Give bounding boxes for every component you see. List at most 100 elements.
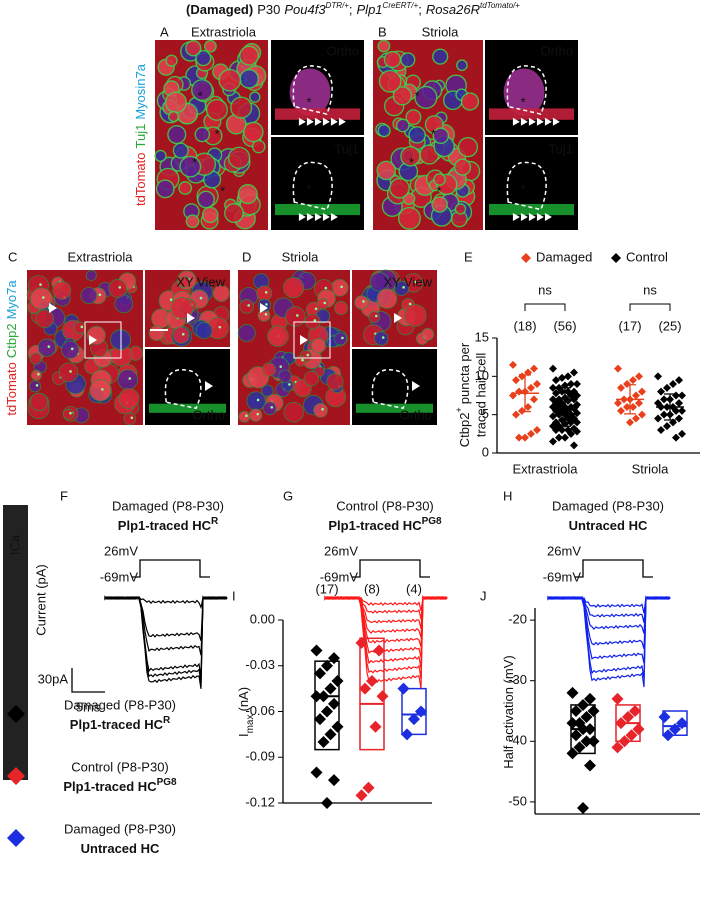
step-label: -69mV xyxy=(543,569,582,584)
panel-letter: A xyxy=(160,24,169,39)
asterisk: * xyxy=(520,94,525,109)
point xyxy=(660,395,668,404)
cell xyxy=(432,127,450,145)
cell xyxy=(377,39,391,53)
arrowhead xyxy=(528,212,536,221)
point xyxy=(310,766,323,779)
cell xyxy=(212,284,230,302)
cell xyxy=(389,177,410,199)
point xyxy=(521,433,529,442)
cell xyxy=(433,173,446,186)
text-part: P30 xyxy=(257,2,280,17)
panel-subtitle: Plp1-traced HCPG8 xyxy=(328,516,442,534)
arrowhead xyxy=(412,381,420,391)
inset-label: Ortho xyxy=(399,407,432,422)
point xyxy=(587,735,600,748)
outline xyxy=(292,65,333,115)
count-label: (8) xyxy=(364,581,380,596)
puncta xyxy=(296,314,299,317)
point xyxy=(566,747,579,760)
puncta xyxy=(313,319,317,322)
current-trace xyxy=(547,595,671,649)
text-part: PG8 xyxy=(422,516,442,527)
point xyxy=(567,418,575,427)
cell xyxy=(317,298,329,310)
arrowhead xyxy=(298,212,306,221)
point xyxy=(675,414,683,423)
point xyxy=(660,410,668,419)
voltage-step xyxy=(132,559,210,578)
cell xyxy=(167,110,180,123)
point xyxy=(521,253,531,263)
arrowhead xyxy=(512,117,520,126)
point xyxy=(366,675,378,687)
point xyxy=(552,376,560,385)
arrowhead xyxy=(330,212,338,221)
cell xyxy=(172,142,189,159)
cell-body xyxy=(503,68,545,116)
puncta xyxy=(321,408,324,411)
cell xyxy=(249,408,263,422)
step-label: 26mV xyxy=(324,543,358,558)
text-part: (Damaged) xyxy=(186,2,253,17)
cell xyxy=(313,402,328,418)
cell xyxy=(239,68,260,89)
current-trace xyxy=(324,595,448,620)
text-part: tdTomato xyxy=(133,152,148,205)
text-part: Untraced HC xyxy=(81,841,160,856)
puncta xyxy=(169,298,173,302)
cell xyxy=(283,401,304,423)
point xyxy=(552,426,560,434)
point xyxy=(678,391,686,400)
cell xyxy=(37,338,56,357)
cell xyxy=(408,126,426,144)
text-part: Plp1-traced HC xyxy=(328,518,422,533)
point xyxy=(611,692,624,705)
count-label: (56) xyxy=(553,318,576,333)
point xyxy=(564,396,572,405)
micrograph xyxy=(154,39,268,230)
axis-label: Ctbp2+ puncta per xyxy=(454,342,472,447)
puncta xyxy=(256,412,260,416)
puncta xyxy=(80,325,84,329)
cell xyxy=(238,410,251,423)
scale-label: 5ms xyxy=(76,699,101,714)
point xyxy=(314,667,326,680)
point xyxy=(328,774,340,787)
stain-label: tdTomato Tuj1 Myosin7a xyxy=(133,63,148,206)
y-tick-label: 15 xyxy=(475,329,489,344)
text-part: Untraced HC xyxy=(569,518,648,533)
arrowhead xyxy=(528,117,536,126)
panel-letter: E xyxy=(464,249,473,264)
text-part: I xyxy=(236,733,251,737)
arrowhead xyxy=(314,117,322,126)
point xyxy=(324,682,337,695)
panel-letter: B xyxy=(378,24,387,39)
cell xyxy=(283,277,305,299)
point xyxy=(623,403,631,411)
puncta xyxy=(324,286,328,290)
arrowhead xyxy=(322,212,330,221)
cell xyxy=(178,276,191,288)
panel-title: Extrastriola xyxy=(67,249,133,264)
y-tick-label: -50 xyxy=(508,793,527,808)
point xyxy=(321,797,333,809)
y-tick-label: 0 xyxy=(482,444,489,459)
point xyxy=(611,741,624,754)
current-trace xyxy=(324,595,448,629)
cell xyxy=(89,379,112,402)
puncta xyxy=(402,286,405,289)
cell xyxy=(326,373,344,391)
point xyxy=(584,759,596,772)
cell xyxy=(376,160,397,181)
text-part: (nA) xyxy=(236,687,251,712)
panel-letter: D xyxy=(242,249,251,264)
band xyxy=(275,108,360,120)
point xyxy=(622,711,634,724)
cell-body xyxy=(289,68,331,116)
point xyxy=(512,410,520,419)
count-label: (17) xyxy=(618,318,641,333)
cell xyxy=(378,69,402,93)
puncta xyxy=(69,370,72,373)
text-part: Plp1 xyxy=(357,2,383,17)
